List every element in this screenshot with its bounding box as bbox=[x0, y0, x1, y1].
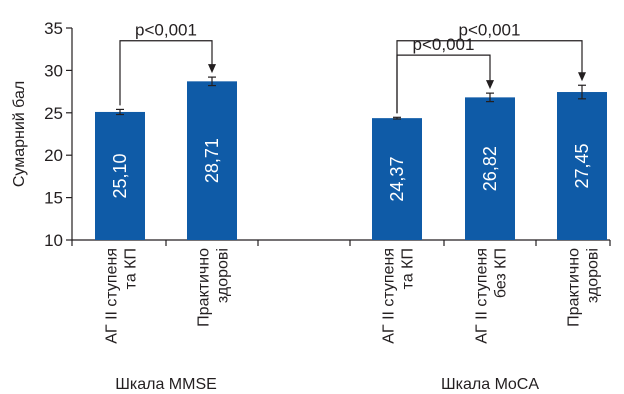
bar-value-label: 27,45 bbox=[572, 143, 592, 188]
bar bbox=[95, 111, 145, 241]
group-label: Шкала MoCA bbox=[441, 376, 539, 393]
y-axis-title: Сумарний бал bbox=[11, 81, 28, 187]
arrow-head-icon bbox=[578, 72, 586, 82]
bar bbox=[465, 97, 515, 241]
significance-label: p<0,001 bbox=[413, 35, 475, 54]
bar-value-label: 26,82 bbox=[480, 146, 500, 191]
bar-value-label: 25,10 bbox=[110, 153, 130, 198]
y-tick-label: 30 bbox=[44, 61, 63, 80]
category-label: АГ ІІ ступеня та КП bbox=[104, 248, 140, 344]
category-label-line: та КП bbox=[123, 248, 140, 289]
significance-bracket bbox=[396, 40, 583, 114]
arrow-head-icon bbox=[208, 64, 216, 74]
y-tick-label: 20 bbox=[44, 146, 63, 165]
y-ticks: 10 15 20 25 30 35 bbox=[44, 19, 72, 250]
arrow-head-icon bbox=[486, 80, 494, 90]
y-tick-label: 35 bbox=[44, 19, 63, 38]
significance-label: p<0,001 bbox=[459, 21, 521, 40]
group-labels: Шкала MMSE Шкала MoCA bbox=[115, 376, 539, 393]
category-label: Практично здорові bbox=[566, 248, 602, 327]
bar bbox=[372, 118, 422, 240]
group-label: Шкала MMSE bbox=[115, 376, 217, 393]
y-tick-label: 15 bbox=[44, 189, 63, 208]
category-label-line: здорові bbox=[585, 248, 602, 303]
category-label-line: здорові bbox=[215, 248, 232, 303]
bar-value-label: 24,37 bbox=[387, 157, 407, 202]
category-label-line: Практично bbox=[196, 248, 213, 327]
category-label: АГ ІІ ступеня та КП bbox=[381, 248, 417, 344]
category-label-line: Практично bbox=[566, 248, 583, 327]
bar bbox=[557, 92, 607, 240]
bars: 25,10 28,71 24,37 26,82 27,45 bbox=[95, 76, 607, 241]
category-label: Практично здорові bbox=[196, 248, 232, 327]
category-labels: АГ ІІ ступеня та КП Практично здорові АГ ІІ … bbox=[104, 248, 602, 344]
category-label-line: та КП bbox=[400, 248, 417, 289]
bar-value-label: 28,71 bbox=[202, 138, 222, 183]
axes bbox=[71, 28, 611, 246]
significance-bracket bbox=[119, 40, 213, 106]
category-label: АГ ІІ ступеня без КП bbox=[474, 248, 510, 344]
category-label-line: без КП bbox=[493, 248, 510, 298]
bar bbox=[187, 81, 237, 240]
y-tick-label: 10 bbox=[44, 231, 63, 250]
significance-label: p<0,001 bbox=[135, 21, 197, 40]
y-tick-label: 25 bbox=[44, 104, 63, 123]
category-label-line: АГ ІІ ступеня bbox=[474, 248, 491, 344]
category-label-line: АГ ІІ ступеня bbox=[104, 248, 121, 344]
category-label-line: АГ ІІ ступеня bbox=[381, 248, 398, 344]
